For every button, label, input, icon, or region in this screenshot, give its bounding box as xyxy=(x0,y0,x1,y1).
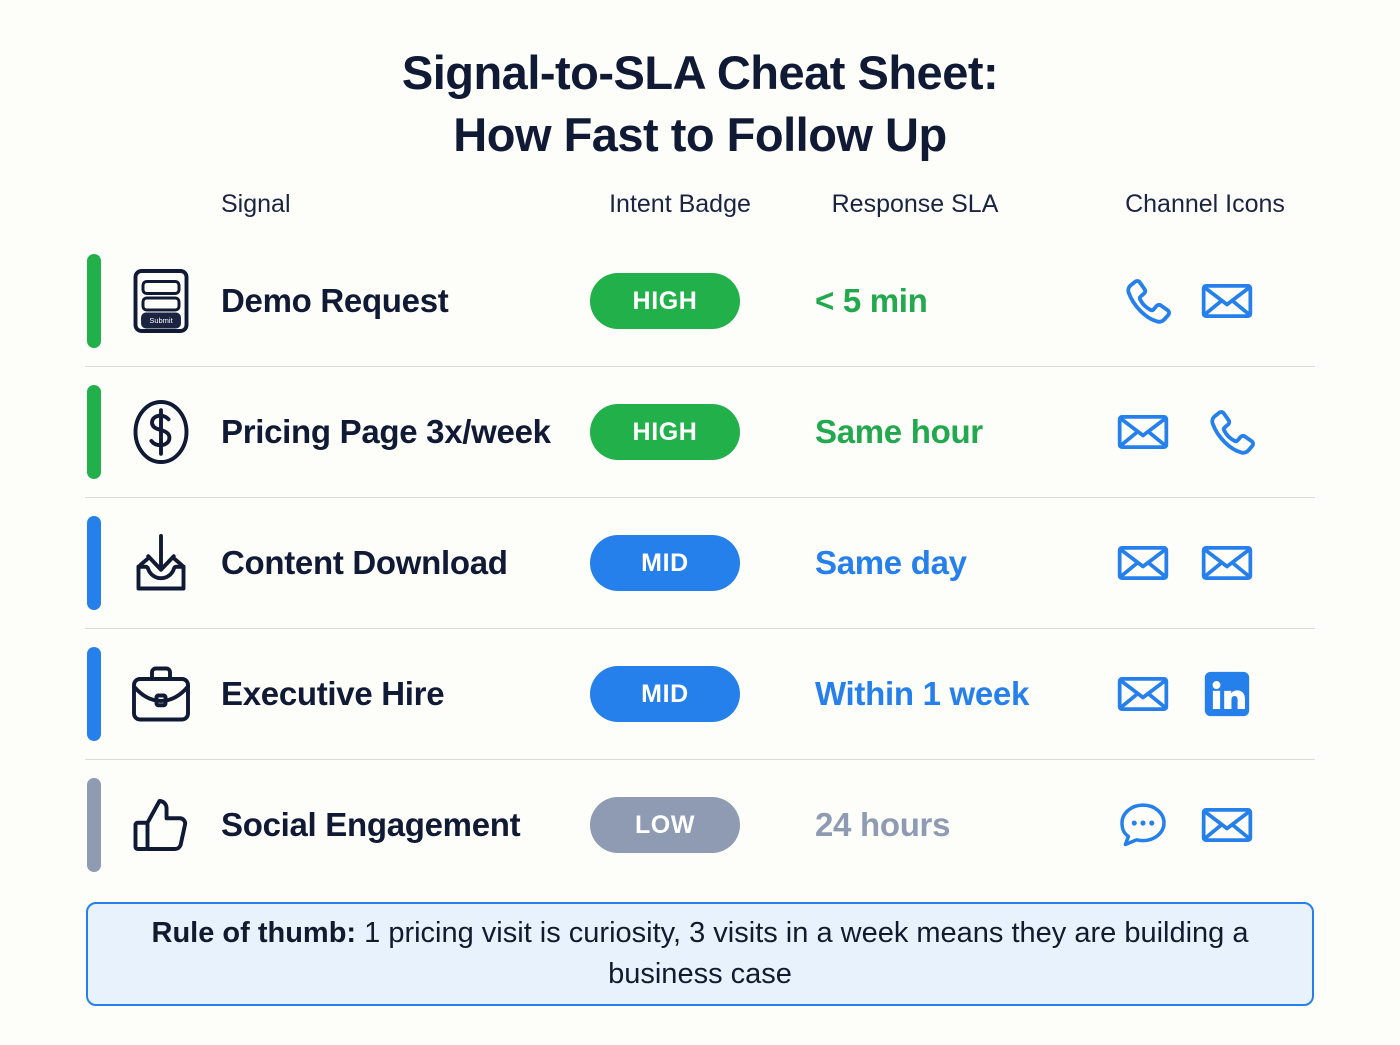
sla-table: Signal Intent Badge Response SLA Channel… xyxy=(85,190,1315,890)
signal-label: Demo Request xyxy=(221,282,449,320)
envelope-icon xyxy=(1115,404,1171,460)
row-accent-bar xyxy=(87,516,101,611)
briefcase-icon xyxy=(125,658,197,730)
signal-label: Pricing Page 3x/week xyxy=(221,413,551,451)
thumbs-up-icon xyxy=(125,789,197,861)
row-accent-bar xyxy=(87,647,101,742)
channel-icon-group xyxy=(1115,273,1315,329)
signal-label: Social Engagement xyxy=(221,806,521,844)
envelope-icon xyxy=(1199,797,1255,853)
intent-badge: MID xyxy=(590,535,740,592)
title-line-1: Signal-to-SLA Cheat Sheet: xyxy=(401,46,999,99)
envelope-icon xyxy=(1199,273,1255,329)
response-sla-value: Same day xyxy=(815,544,967,582)
page-title: Signal-to-SLA Cheat Sheet: How Fast to F… xyxy=(0,0,1400,166)
table-row: Executive Hire MID Within 1 week xyxy=(85,629,1315,761)
column-header-signal: Signal xyxy=(221,190,291,219)
intent-badge: HIGH xyxy=(590,404,740,461)
signal-label: Content Download xyxy=(221,544,508,582)
phone-icon xyxy=(1115,273,1171,329)
row-accent-bar xyxy=(87,778,101,873)
form-submit-icon: Submit xyxy=(125,265,197,337)
download-tray-icon xyxy=(125,527,197,599)
rule-of-thumb-callout: Rule of thumb: 1 pricing visit is curios… xyxy=(86,902,1314,1006)
intent-badge: HIGH xyxy=(590,273,740,330)
column-header-channel-icons: Channel Icons xyxy=(1125,190,1285,219)
envelope-icon xyxy=(1199,535,1255,591)
channel-icon-group xyxy=(1115,404,1315,460)
envelope-icon xyxy=(1115,535,1171,591)
dollar-circle-icon xyxy=(125,396,197,468)
intent-badge: LOW xyxy=(590,797,740,854)
callout-lead: Rule of thumb: xyxy=(151,916,357,949)
channel-icon-group xyxy=(1115,535,1315,591)
response-sla-value: Same hour xyxy=(815,413,983,451)
response-sla-value: < 5 min xyxy=(815,282,928,320)
chat-bubble-icon xyxy=(1115,797,1171,853)
table-row: Content Download MID Same day xyxy=(85,498,1315,630)
table-header-row: Signal Intent Badge Response SLA Channel… xyxy=(85,190,1315,236)
response-sla-value: 24 hours xyxy=(815,806,951,844)
callout-text: Rule of thumb: 1 pricing visit is curios… xyxy=(88,913,1312,995)
linkedin-icon xyxy=(1199,666,1255,722)
envelope-icon xyxy=(1115,666,1171,722)
channel-icon-group xyxy=(1115,666,1315,722)
table-row: Submit Demo Request HIGH < 5 min xyxy=(85,236,1315,368)
callout-body: 1 pricing visit is curiosity, 3 visits i… xyxy=(356,916,1249,990)
signal-label: Executive Hire xyxy=(221,675,445,713)
table-row: Pricing Page 3x/week HIGH Same hour xyxy=(85,367,1315,499)
intent-badge: MID xyxy=(590,666,740,723)
table-body: Submit Demo Request HIGH < 5 min Pricing Pag… xyxy=(85,236,1315,890)
title-line-2: How Fast to Follow Up xyxy=(453,108,947,162)
svg-text:Submit: Submit xyxy=(149,316,173,325)
table-row: Social Engagement LOW 24 hours xyxy=(85,760,1315,890)
row-accent-bar xyxy=(87,385,101,480)
row-accent-bar xyxy=(87,254,101,349)
column-header-response-sla: Response SLA xyxy=(831,190,999,219)
channel-icon-group xyxy=(1115,797,1315,853)
response-sla-value: Within 1 week xyxy=(815,675,1030,713)
column-header-intent-badge: Intent Badge xyxy=(609,190,751,219)
phone-icon xyxy=(1199,404,1255,460)
